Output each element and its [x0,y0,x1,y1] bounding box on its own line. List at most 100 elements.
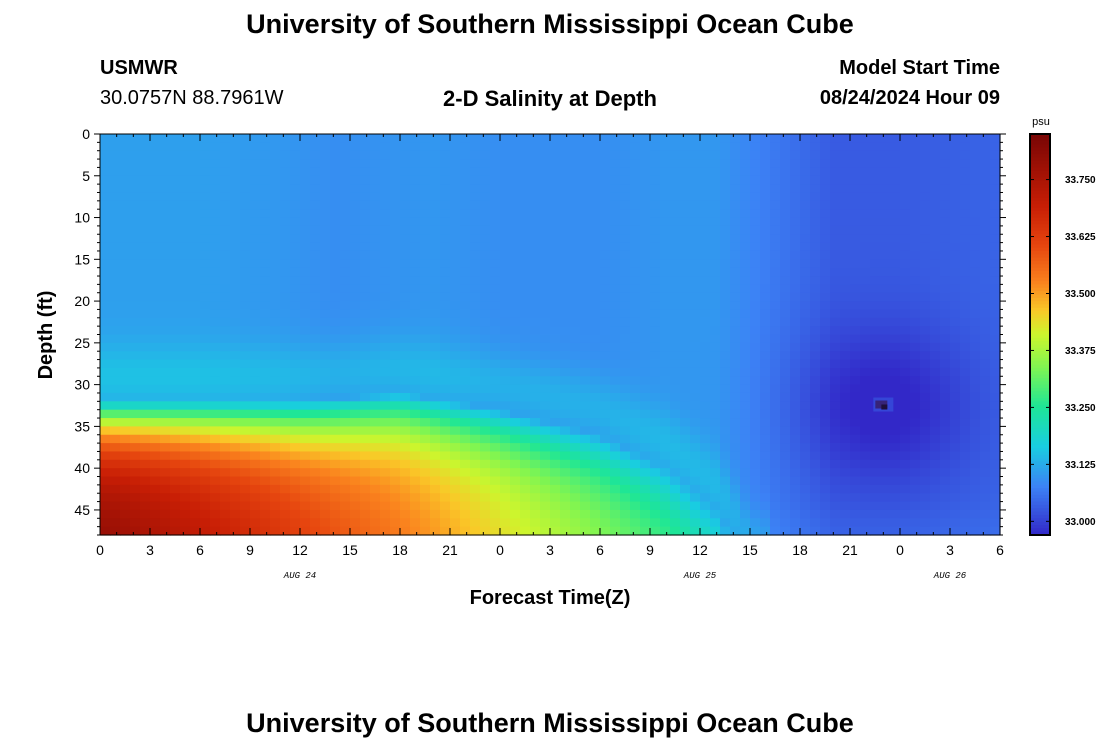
heatmap-cell [940,159,951,169]
heatmap-cell [510,451,521,461]
heatmap-cell [200,401,211,411]
colorbar-segment [1030,287,1050,292]
heatmap-cell [990,409,1001,419]
heatmap-cell [290,476,301,486]
heatmap-cell [490,326,501,336]
heatmap-cell [670,342,681,352]
heatmap-cell [920,317,931,327]
heatmap-cell [410,259,421,269]
heatmap-cell [960,426,971,436]
heatmap-cell [680,267,691,277]
heatmap-cell [120,134,131,143]
heatmap-cell [110,468,121,478]
heatmap-cell [610,326,621,336]
heatmap-cell [560,167,571,177]
heatmap-cell [390,301,401,311]
heatmap-cell [760,526,771,536]
heatmap-cell [300,292,311,302]
heatmap-cell [790,376,801,386]
heatmap-cell [130,250,141,260]
heatmap-cell [360,384,371,394]
heatmap-cell [570,526,581,536]
heatmap-cell [260,142,271,152]
heatmap-cell [100,501,111,511]
heatmap-cell [420,225,431,235]
heatmap-cell [260,526,271,536]
heatmap-cell [160,426,171,436]
heatmap-cell [280,250,291,260]
heatmap-cell [530,401,541,411]
heatmap-cell [480,468,491,478]
heatmap-cell [840,518,851,528]
heatmap-cell [230,192,241,202]
heatmap-cell [670,217,681,227]
heatmap-cell [460,351,471,361]
heatmap-cell [720,392,731,402]
heatmap-cell [140,175,151,185]
heatmap-cell [330,267,341,277]
heatmap-cell [940,284,951,294]
heatmap-cell [110,292,121,302]
heatmap-cell [290,200,301,210]
heatmap-cell [860,167,871,177]
heatmap-cell [290,159,301,169]
heatmap-cell [550,317,561,327]
heatmap-cell [330,342,341,352]
heatmap-cell [280,443,291,453]
heatmap-cell [640,384,651,394]
heatmap-cell [600,326,611,336]
heatmap-cell [260,384,271,394]
heatmap-cell [940,484,951,494]
heatmap-cell [450,409,461,419]
heatmap-cell [980,134,991,143]
heatmap-cell [740,259,751,269]
heatmap-cell [940,200,951,210]
heatmap-cell [570,359,581,369]
heatmap-cell [550,175,561,185]
heatmap-cell [370,342,381,352]
heatmap-cell [360,501,371,511]
heatmap-cell [180,376,191,386]
heatmap-cell [900,409,911,419]
heatmap-cell [880,342,891,352]
heatmap-cell [560,225,571,235]
heatmap-cell [930,134,941,143]
heatmap-cell [960,526,971,536]
heatmap-cell [790,250,801,260]
heatmap-cell [350,292,361,302]
heatmap-cell [760,175,771,185]
heatmap-cell [230,209,241,219]
colorbar-segment [1030,154,1050,158]
colorbar-segment [1030,521,1050,526]
heatmap-cell [840,468,851,478]
heatmap-cell [180,509,191,519]
colorbar-segment [1030,418,1050,422]
heatmap-cell [200,209,211,219]
heatmap-cell [400,359,411,369]
heatmap-cell [690,184,701,194]
heatmap-cell [430,434,441,444]
heatmap-cell [340,167,351,177]
heatmap-cell [780,225,791,235]
heatmap-cell [330,150,341,160]
heatmap-cell [400,376,411,386]
heatmap-cell [400,192,411,202]
heatmap-cell [250,334,261,344]
heatmap-cell [450,134,461,143]
colorbar-segment [1030,257,1050,262]
heatmap-cell [170,468,181,478]
heatmap-cell [380,234,391,244]
heatmap-cell [540,225,551,235]
heatmap-cell [720,426,731,436]
heatmap-cell [700,443,711,453]
heatmap-cell [730,384,741,394]
heatmap-cell [150,209,161,219]
heatmap-cell [910,468,921,478]
heatmap-cell [950,443,961,453]
heatmap-cell [850,217,861,227]
heatmap-cell [770,376,781,386]
heatmap-cell [300,276,311,285]
heatmap-cell [780,367,791,377]
heatmap-cell [130,134,141,143]
heatmap-cell [150,392,161,402]
